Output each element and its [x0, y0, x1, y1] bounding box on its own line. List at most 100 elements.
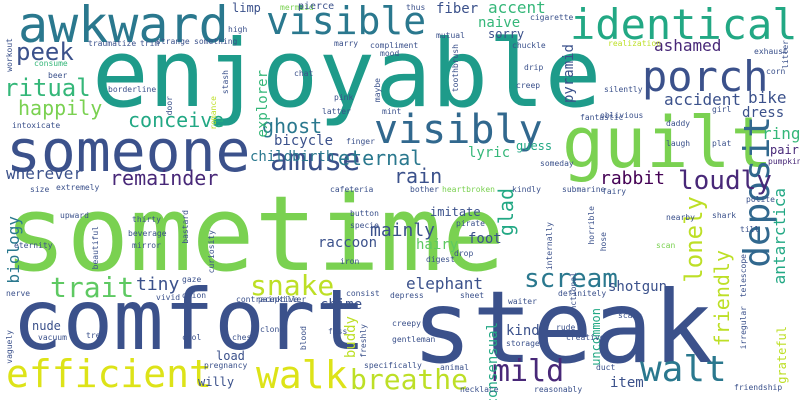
word: toothbrush	[451, 44, 460, 93]
word: wherever	[6, 164, 84, 183]
word: snake	[250, 269, 335, 302]
word: someday	[540, 159, 574, 168]
word: rabbit	[600, 168, 666, 189]
word: raccoon	[318, 235, 378, 251]
word: ghost	[262, 114, 323, 138]
word: trek	[86, 331, 106, 340]
word: contraceptive	[236, 295, 299, 304]
word: awkward	[18, 0, 229, 54]
word: gentleman	[392, 335, 436, 344]
word: pyramid	[561, 44, 577, 104]
word: iron	[340, 257, 360, 266]
word: something	[194, 37, 238, 46]
word: intoxicate	[12, 121, 61, 130]
word: waiter	[508, 297, 537, 306]
word: dress	[742, 105, 785, 121]
word: borderline	[108, 85, 157, 94]
word: specifically	[364, 361, 422, 370]
word: workout	[5, 38, 14, 72]
word: cigarette	[530, 13, 574, 22]
word: romance	[209, 96, 218, 130]
word: ashamed	[654, 36, 722, 55]
word: maybe	[373, 78, 382, 103]
word: load	[216, 349, 245, 363]
word: nearby	[666, 213, 695, 222]
word: mild	[492, 354, 565, 389]
word: fuss	[328, 327, 348, 336]
word: friendship	[734, 383, 783, 392]
word: scream	[524, 264, 618, 294]
word: internally	[545, 222, 554, 271]
word: vaguely	[5, 330, 14, 364]
word: happily	[18, 96, 103, 120]
word: clone	[260, 325, 285, 334]
word: pumpkin	[768, 157, 800, 166]
word: guess	[516, 139, 553, 153]
word: bother	[410, 185, 439, 194]
word: digest	[426, 255, 455, 264]
word: bastard	[181, 210, 190, 244]
word: irregular	[739, 306, 748, 350]
word: friendly	[710, 250, 734, 347]
word: willy	[198, 375, 235, 389]
word: kindly	[512, 185, 541, 194]
word: fairy	[602, 187, 627, 196]
word: walt	[640, 349, 727, 390]
word: comfort	[12, 271, 367, 369]
word: shotgun	[608, 279, 668, 295]
word: polite	[746, 195, 775, 204]
word: depress	[390, 291, 424, 300]
word: heartbroken	[442, 185, 495, 194]
word: enjoyable	[92, 20, 602, 129]
word: mood	[380, 49, 400, 58]
word: mirror	[132, 241, 161, 250]
word: rain	[394, 164, 443, 188]
word: thus	[406, 3, 426, 12]
word: submarine	[562, 185, 606, 194]
word: till	[740, 225, 760, 234]
word: horrible	[587, 206, 596, 245]
word: painkiller	[258, 295, 307, 304]
word: specie	[350, 221, 379, 230]
word: fantastic	[580, 113, 624, 122]
word: blood	[299, 326, 308, 351]
word: imitate	[430, 205, 481, 219]
word: nude	[32, 319, 61, 333]
word: exhaust	[754, 47, 788, 56]
word: corn	[766, 67, 786, 76]
word: plat	[712, 139, 732, 148]
word: chuckle	[512, 41, 546, 50]
word: mutual	[436, 31, 465, 40]
word: animal	[440, 363, 469, 372]
word: explorer	[255, 70, 271, 138]
word: compliment	[370, 41, 419, 50]
word: creepy	[392, 319, 421, 328]
word: item	[610, 375, 644, 391]
word: cool	[182, 333, 202, 342]
word: elephant	[406, 274, 484, 293]
word: freshly	[359, 324, 368, 358]
word: cafeteria	[330, 185, 374, 194]
word: accent	[488, 0, 546, 17]
word: ritual	[4, 74, 91, 102]
word: onion	[182, 291, 207, 300]
word: latter	[322, 107, 351, 116]
word: vacuum	[38, 333, 67, 342]
word: mint	[382, 107, 402, 116]
word: breathe	[350, 363, 469, 396]
word: lyric	[468, 145, 511, 161]
word: sometime	[4, 173, 505, 295]
word: beautiful	[91, 226, 100, 270]
word: nerve	[6, 289, 31, 298]
word: consume	[34, 59, 68, 68]
word: laugh	[666, 139, 691, 148]
word: drop	[454, 249, 474, 258]
word: pierce	[298, 1, 335, 12]
word: definitely	[558, 289, 607, 298]
word: rude	[556, 323, 576, 332]
word: button	[350, 209, 379, 218]
word: grateful	[775, 326, 789, 384]
word: bicycle	[274, 133, 334, 149]
word: sheet	[460, 291, 485, 300]
word: gaze	[182, 275, 202, 284]
